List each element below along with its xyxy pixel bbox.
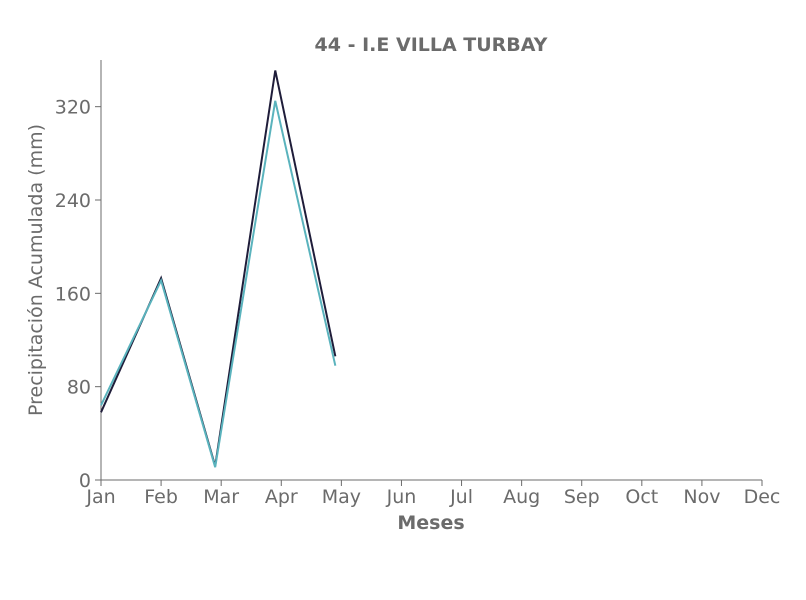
- y-tick-label: 160: [55, 283, 91, 305]
- x-axis-label: Meses: [397, 512, 464, 534]
- x-tick-label: Apr: [265, 486, 298, 508]
- y-tick-label: 0: [79, 470, 91, 492]
- x-tick-label: Aug: [503, 486, 540, 508]
- plot-area: 0 80 160 240 320 Jan Feb Mar Apr May Jun Jul Aug Sep O…: [55, 60, 781, 508]
- x-tick-label: Nov: [683, 486, 720, 508]
- x-tick-label: Jul: [449, 486, 473, 508]
- x-tick-label: Oct: [625, 486, 658, 508]
- series-line-2: [100, 100, 337, 468]
- y-axis-label: Precipitación Acumulada (mm): [25, 124, 47, 416]
- y-tick-label: 240: [55, 190, 91, 212]
- x-tick-label: Mar: [203, 486, 239, 508]
- x-tick-label: Jun: [386, 486, 417, 508]
- x-tick-label: Feb: [144, 486, 178, 508]
- chart-title: 44 - I.E VILLA TURBAY: [315, 34, 548, 56]
- x-tick-label: May: [322, 486, 361, 508]
- y-tick-label: 320: [55, 97, 91, 119]
- x-tick-label: Sep: [564, 486, 600, 508]
- x-tick-label: Dec: [744, 486, 781, 508]
- x-tick-label: Jan: [85, 486, 115, 508]
- series-line-1: [100, 70, 337, 467]
- y-tick-label: 80: [67, 377, 91, 399]
